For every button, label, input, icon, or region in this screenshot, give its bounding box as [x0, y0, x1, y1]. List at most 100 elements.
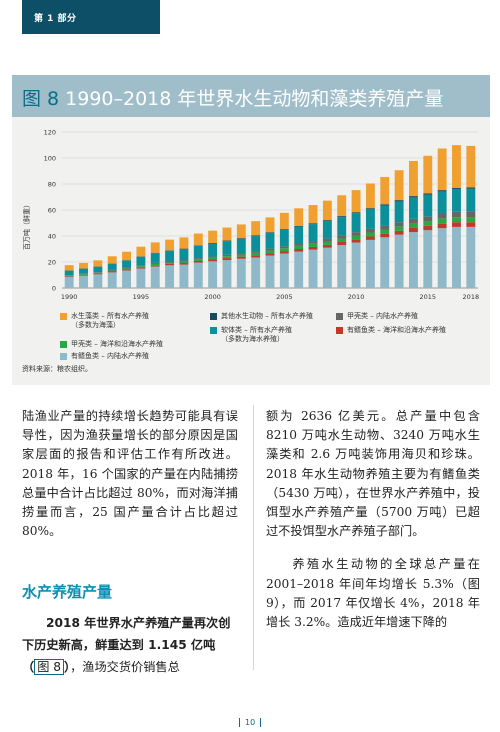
bar-segment: [107, 263, 117, 270]
bar-segment: [351, 235, 361, 240]
bar-segment: [79, 275, 88, 288]
bar-segment: [308, 223, 318, 225]
bar-segment: [394, 230, 404, 235]
bar-segment: [394, 222, 404, 227]
bar-segment: [79, 275, 88, 276]
section-heading: 水产养殖产量: [22, 583, 113, 601]
bar-segment: [222, 260, 232, 288]
bar-segment: [93, 272, 103, 274]
bar-segment: [466, 222, 476, 227]
bar-segment: [337, 217, 347, 236]
figure-title-text: 1990–2018 年世界水生动物和藻类养殖产量: [65, 88, 444, 110]
bar-segment: [294, 249, 304, 252]
bar-segment: [423, 221, 433, 226]
bar-segment: [179, 261, 189, 264]
lead-paragraph: 2018 年世界水产养殖产量再次创下历史新高，鲜重达到 1.145 亿吨（图 8…: [22, 612, 240, 678]
bar-segment: [193, 245, 203, 259]
bar-segment: [452, 222, 461, 227]
bar-segment: [107, 270, 117, 272]
bar-segment: [64, 275, 74, 276]
bar-segment: [236, 256, 246, 259]
bar-segment: [165, 262, 175, 264]
bar-segment: [351, 212, 361, 214]
bar-segment: [251, 235, 261, 237]
bar-segment: [308, 205, 318, 224]
bar-segment: [193, 258, 203, 260]
page-number: 10: [234, 718, 266, 727]
bar-segment: [294, 245, 304, 249]
bar-segment: [64, 270, 74, 276]
bar-segment: [294, 251, 304, 288]
legend-label: 甲壳类 – 内陆水产养殖: [347, 312, 418, 320]
right-column-paragraph-2: 养殖水生动物的全球总产量在 2001–2018 年间年均增长 5.3%（图 9）…: [266, 555, 480, 632]
figure-reference-link[interactable]: 图 8: [34, 659, 65, 675]
figure-source: 资料来源：粮农组织。: [22, 365, 92, 373]
stacked-bar-chart: 0 20 40 60 80 100 120 1990 1995 2000 2005 2010 2015 2…: [44, 129, 480, 302]
bar-segment: [165, 250, 175, 262]
bar-segment: [265, 250, 275, 254]
bar-segment: [265, 217, 275, 233]
right-column-paragraph-2-text: 养殖水生动物的全球总产量在 2001–2018 年间年均增长 5.3%（图 9）…: [266, 557, 480, 630]
bar-segment: [136, 267, 146, 269]
bar-segment: [136, 256, 146, 266]
bar-segment: [423, 194, 433, 217]
bar-segment: [394, 234, 404, 288]
bar-segment: [437, 190, 447, 192]
bar-segment: [64, 276, 74, 277]
bar-segment: [79, 262, 88, 269]
bar-segment: [365, 228, 375, 233]
bar-segment: [322, 247, 332, 288]
y-axis-label: 百万吨（鲜重）: [23, 201, 31, 250]
bar-segment: [93, 266, 103, 273]
bar-segment: [466, 145, 476, 188]
bar-segment: [107, 269, 117, 271]
bar-segment: [222, 241, 232, 255]
bar-segment: [294, 225, 304, 227]
bar-segment: [437, 228, 447, 288]
bar-segment: [79, 274, 88, 275]
bar-segment: [179, 260, 189, 262]
legend-swatch: [336, 313, 343, 320]
legend-label: 水生藻类 – 所有水产养殖 （多数为海藻）: [71, 312, 149, 329]
bar-segment: [294, 208, 304, 226]
bar-segment: [452, 145, 461, 189]
bar-segment: [150, 262, 160, 264]
bar-segment: [423, 230, 433, 288]
bar-segment: [79, 268, 88, 274]
bar-segment: [279, 246, 289, 249]
bar-segment: [452, 217, 461, 223]
bar-segment: [236, 253, 246, 255]
bar-segment: [322, 220, 332, 222]
bar-segment: [64, 276, 74, 288]
bar-segment: [222, 256, 232, 259]
bar-segment: [136, 268, 146, 288]
bar-segment: [265, 232, 275, 234]
legend-swatch: [336, 327, 343, 334]
bar-segment: [423, 155, 433, 194]
bar-segment: [79, 273, 88, 275]
bar-segment: [236, 238, 246, 254]
x-tick-label: 1995: [133, 293, 150, 301]
bar-segment: [452, 189, 461, 212]
bar-segment: [136, 246, 146, 257]
bar-segment: [466, 217, 476, 223]
bar-segment: [409, 160, 418, 197]
bar-segment: [466, 187, 476, 189]
bar-segment: [93, 274, 103, 288]
y-tick-label: 0: [52, 285, 56, 293]
right-column: 额为 2636 亿美元。总产量中包含 8210 万吨水生动物、3240 万吨水生…: [266, 407, 480, 632]
bar-segment: [208, 257, 218, 260]
bar-segment: [437, 223, 447, 229]
bar-segment: [308, 249, 318, 288]
bar-segment: [208, 243, 218, 257]
x-tick-label: 1990: [61, 293, 78, 301]
bar-segment: [351, 242, 361, 288]
bar-segment: [222, 240, 232, 242]
x-tick-label: 2018: [463, 293, 480, 301]
bar-segment: [222, 227, 232, 241]
bar-segment: [308, 224, 318, 242]
bar-segment: [337, 195, 347, 217]
bar-segment: [208, 256, 218, 258]
bar-segment: [179, 264, 189, 288]
x-tick-label: 2010: [348, 293, 365, 301]
